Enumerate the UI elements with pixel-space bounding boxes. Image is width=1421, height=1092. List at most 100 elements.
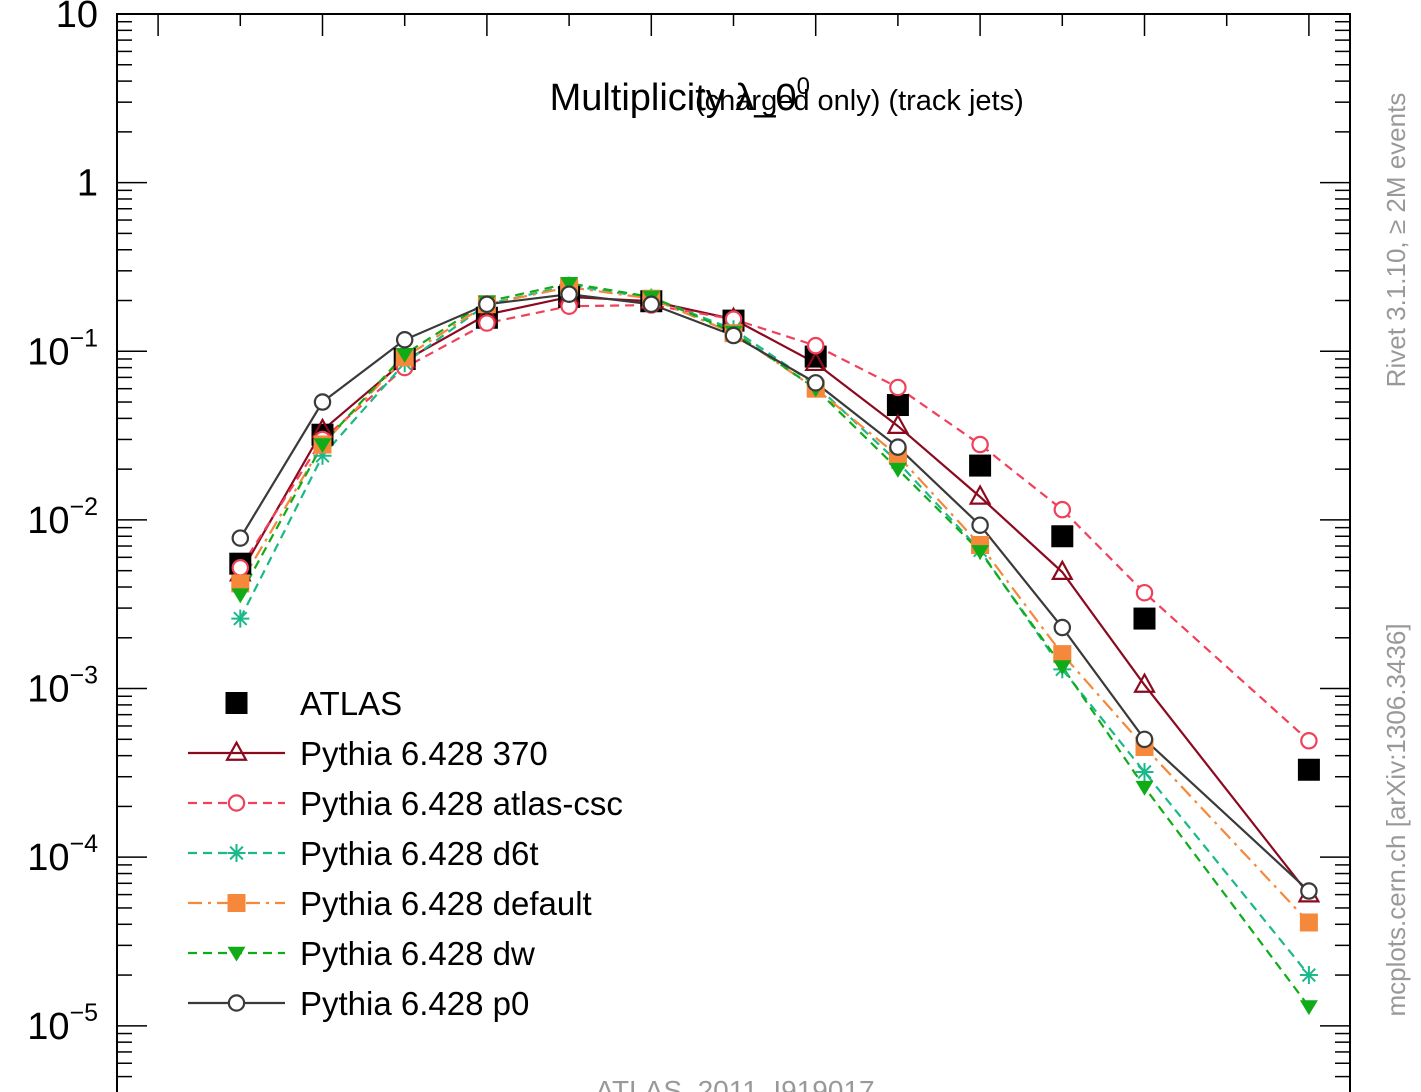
- data-point: [395, 331, 414, 349]
- y-tick-label: 10−4: [27, 830, 98, 879]
- legend-entry: Pythia 6.428 default: [188, 885, 592, 922]
- data-point: [227, 994, 246, 1012]
- y-tick-label-base: 10: [27, 837, 69, 879]
- data-point: [313, 393, 332, 411]
- legend-label: Pythia 6.428 atlas-csc: [300, 785, 623, 822]
- star-stroke: [229, 845, 244, 861]
- data-point: [395, 347, 414, 363]
- star-stroke: [1137, 764, 1152, 780]
- data-point: [225, 692, 248, 714]
- side-text-bottom: mcplots.cern.ch [arXiv:1306.3436]: [1381, 623, 1411, 1016]
- data-point: [971, 516, 989, 534]
- legend: ATLAS Pythia 6.428 370 Pythia 6.428 atlas-…: [188, 685, 623, 1022]
- y-tick-label-exponent: −3: [69, 662, 98, 690]
- y-tick-label: 10−5: [27, 999, 98, 1048]
- data-point: [804, 350, 828, 372]
- side-text-top: Rivet 3.1.10, ≥ 2M events: [1381, 93, 1411, 388]
- series-markers: [228, 276, 1321, 1016]
- y-tick-label-exponent: −4: [69, 830, 98, 858]
- chart-title-main: Multiplicity λ_0: [550, 77, 797, 119]
- legend-label: Pythia 6.428 dw: [300, 935, 535, 972]
- data-point: [806, 374, 825, 392]
- data-point: [886, 413, 910, 434]
- data-point: [231, 588, 250, 604]
- data-point: [969, 454, 992, 477]
- star-stroke: [233, 611, 248, 626]
- data-point: [1300, 882, 1318, 900]
- data-point: [806, 336, 825, 355]
- legend-label: Pythia 6.428 d6t: [300, 835, 539, 872]
- data-point: [1300, 732, 1318, 750]
- chart-title: Multiplicity λ_00: [550, 73, 810, 119]
- y-tick-label-base: 10: [27, 669, 69, 711]
- series-markers-3: [231, 276, 1318, 985]
- data-point: [478, 295, 496, 314]
- data-point: [724, 326, 743, 345]
- y-tick-label: 1: [77, 163, 98, 205]
- y-tick-label: 10−2: [27, 493, 98, 542]
- data-point: [971, 435, 989, 454]
- chart-title-suffix: (charged only) (track jets): [695, 85, 1024, 117]
- data-point: [1299, 913, 1318, 932]
- data-point: [227, 946, 246, 962]
- data-point: [1133, 672, 1156, 693]
- y-tick-label-exponent: −1: [69, 324, 98, 352]
- plot-frame: [116, 13, 1351, 1092]
- data-point: [231, 529, 250, 547]
- data-point: [889, 438, 907, 456]
- data-point: [231, 559, 250, 577]
- data-point: [1053, 618, 1072, 637]
- data-point: [968, 484, 992, 505]
- legend-entry: ATLAS: [225, 685, 402, 722]
- legend-entry: Pythia 6.428 370: [188, 735, 548, 772]
- data-point: [889, 378, 907, 397]
- legend-entry: Pythia 6.428 atlas-csc: [188, 785, 623, 822]
- data-point: [1053, 500, 1072, 519]
- y-tick-label-exponent: −5: [69, 999, 98, 1027]
- data-point: [227, 844, 246, 862]
- data-point: [231, 609, 250, 628]
- data-point: [1299, 1000, 1318, 1016]
- y-tick-label-base: 10: [27, 331, 69, 373]
- legend-entry: Pythia 6.428 p0: [188, 985, 529, 1022]
- data-point: [888, 462, 907, 478]
- legend-label: Pythia 6.428 default: [300, 885, 592, 922]
- data-point: [1053, 660, 1072, 676]
- data-point: [642, 295, 661, 314]
- data-point: [971, 545, 990, 561]
- legend-label: Pythia 6.428 370: [300, 735, 548, 772]
- star-stroke: [1301, 967, 1316, 983]
- axis-ticks: [117, 13, 1350, 1078]
- data-point: [1135, 730, 1154, 749]
- data-point: [560, 285, 578, 303]
- data-point: [1133, 607, 1156, 630]
- chart-title-superscript: 0: [797, 73, 810, 100]
- data-point: [1135, 780, 1154, 796]
- legend-label: Pythia 6.428 p0: [300, 985, 529, 1022]
- legend-label: ATLAS: [300, 685, 402, 722]
- data-point: [1135, 762, 1154, 781]
- data-point: [560, 276, 579, 292]
- legend-entry: Pythia 6.428 d6t: [188, 835, 539, 872]
- data-point: [886, 394, 909, 417]
- data-point: [1053, 645, 1072, 664]
- series-markers-6: [231, 285, 1318, 900]
- y-tick-label: 10−1: [27, 324, 98, 373]
- y-tick-label-base: 10: [27, 500, 69, 542]
- data-point: [1299, 966, 1318, 985]
- y-tick-label: 10: [56, 0, 98, 36]
- y-tick-label: 10−3: [27, 662, 98, 711]
- data-point: [227, 894, 246, 912]
- data-point: [231, 574, 250, 593]
- data-point: [1051, 525, 1074, 548]
- legend-entry: Pythia 6.428 dw: [188, 935, 535, 972]
- data-point: [1050, 559, 1074, 581]
- data-point: [1135, 583, 1154, 602]
- data-point: [225, 740, 248, 761]
- y-tick-label-exponent: −2: [69, 493, 98, 521]
- series-line-4: [239, 286, 1310, 924]
- footer-text: ATLAS_2011_I919017: [595, 1075, 874, 1092]
- data-point: [227, 794, 246, 812]
